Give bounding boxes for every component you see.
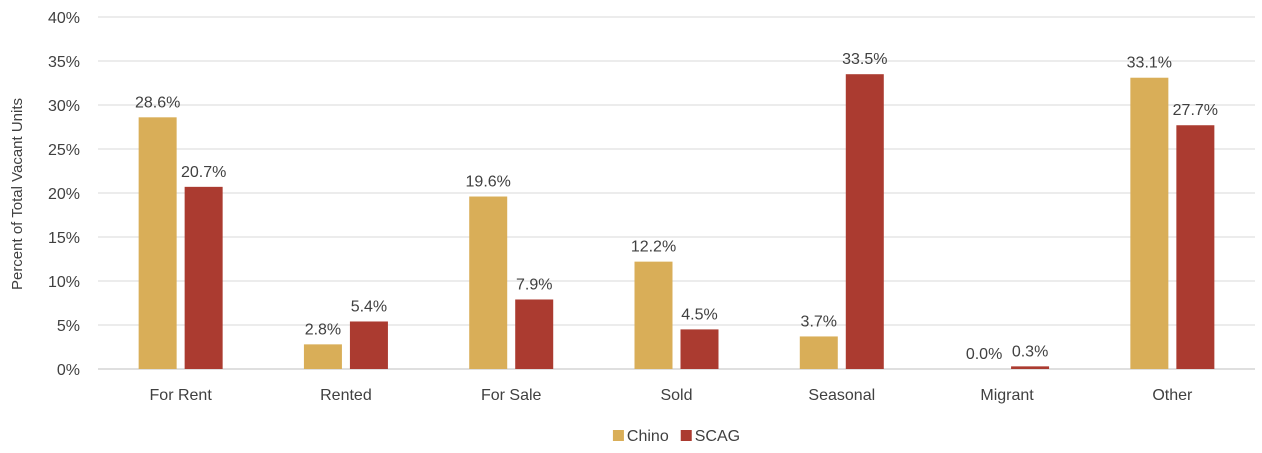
bar-scag-sold xyxy=(680,329,719,369)
data-label: 3.7% xyxy=(801,313,837,330)
bar-scag-rented xyxy=(349,321,388,369)
bar-chino-sold xyxy=(634,261,673,369)
y-tick-label: 0% xyxy=(57,362,80,379)
data-label: 27.7% xyxy=(1173,102,1218,119)
bar-chino-rented xyxy=(303,344,342,369)
data-label: 12.2% xyxy=(631,239,676,256)
y-tick-label: 40% xyxy=(48,10,80,27)
data-label: 5.4% xyxy=(351,298,387,315)
x-category-label: Migrant xyxy=(980,387,1034,404)
data-label: 0.3% xyxy=(1012,343,1048,360)
x-category-label: Sold xyxy=(660,387,692,404)
legend-label-chino: Chino xyxy=(627,428,669,445)
x-category-label: Other xyxy=(1152,387,1193,404)
x-category-label: Seasonal xyxy=(808,387,875,404)
legend: Chino SCAG xyxy=(612,428,740,445)
data-label: 2.8% xyxy=(305,321,341,338)
bar-scag-migrant xyxy=(1011,366,1050,369)
legend-swatch-chino xyxy=(612,430,624,441)
data-label: 33.5% xyxy=(842,51,887,68)
x-category-label: For Rent xyxy=(150,387,213,404)
x-category-label: For Sale xyxy=(481,387,542,404)
legend-swatch-scag xyxy=(680,430,692,441)
x-axis-categories: For Rent Rented For Sale Sold Seasonal Migran… xyxy=(150,387,1194,404)
y-tick-label: 15% xyxy=(48,230,80,247)
bar-chino-seasonal xyxy=(799,336,838,369)
bar-chino-for-rent xyxy=(138,117,177,369)
bar-chino-for-sale xyxy=(469,196,508,369)
data-label: 33.1% xyxy=(1127,55,1172,72)
data-label: 7.9% xyxy=(516,276,552,293)
data-label: 0.0% xyxy=(966,346,1002,363)
y-tick-label: 35% xyxy=(48,54,80,71)
bars xyxy=(138,74,1215,370)
data-labels: 28.6% 20.7% 2.8% 5.4% 19.6% 7.9% 12.2% 4.5% 3.7%… xyxy=(135,51,1218,363)
bar-scag-for-sale xyxy=(515,299,554,369)
data-label: 4.5% xyxy=(681,306,717,323)
y-tick-label: 5% xyxy=(57,318,80,335)
gridlines xyxy=(98,16,1255,370)
bar-scag-seasonal xyxy=(845,74,884,369)
legend-label-scag: SCAG xyxy=(695,428,740,445)
y-tick-label: 30% xyxy=(48,98,80,115)
y-axis-title: Percent of Total Vacant Units xyxy=(9,98,26,290)
y-tick-label: 25% xyxy=(48,142,80,159)
bar-chino-other xyxy=(1130,77,1169,369)
x-category-label: Rented xyxy=(320,387,372,404)
y-axis-ticks: 0% 5% 10% 15% 20% 25% 30% 35% 40% xyxy=(48,10,80,379)
bar-scag-other xyxy=(1176,125,1215,370)
y-tick-label: 10% xyxy=(48,274,80,291)
data-label: 20.7% xyxy=(181,164,226,181)
y-tick-label: 20% xyxy=(48,186,80,203)
bar-scag-for-rent xyxy=(184,186,223,369)
data-label: 28.6% xyxy=(135,94,180,111)
data-label: 19.6% xyxy=(466,174,511,191)
